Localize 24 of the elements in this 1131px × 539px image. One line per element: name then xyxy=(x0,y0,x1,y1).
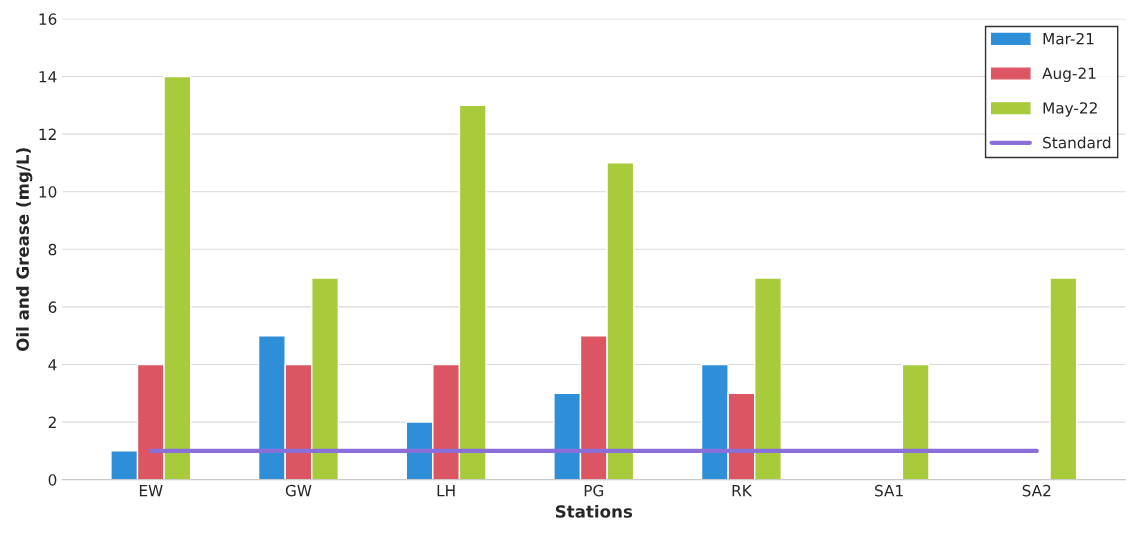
y-tick-label: 14 xyxy=(39,71,57,83)
x-tick-label: SA1 xyxy=(875,484,903,497)
y-tick-label: 8 xyxy=(48,243,57,256)
legend-label: Mar-21 xyxy=(1043,32,1094,45)
legend-label: Aug-21 xyxy=(1042,67,1096,83)
bar xyxy=(901,363,930,480)
bar xyxy=(1049,277,1078,480)
legend-label: Standard xyxy=(1043,136,1111,149)
y-tick-label: 12 xyxy=(39,128,56,140)
x-tick-label: PG xyxy=(584,484,604,497)
legend-label: May-22 xyxy=(1043,102,1097,117)
x-tick-label: SA2 xyxy=(1022,484,1051,497)
y-tick-label: 0 xyxy=(48,474,57,486)
y-tick-label: 16 xyxy=(39,13,57,25)
y-axis-title: Oil and Grease (mg/L) xyxy=(16,148,33,351)
y-tick-label: 6 xyxy=(48,301,57,313)
x-tick-label: LH xyxy=(437,485,455,497)
x-axis-title: Stations xyxy=(555,504,633,518)
y-tick-label: 10 xyxy=(39,186,57,198)
y-tick-label: 4 xyxy=(48,359,57,371)
x-tick-label: GW xyxy=(285,484,312,497)
x-tick-label: RK xyxy=(732,485,753,497)
y-tick-label: 2 xyxy=(48,416,56,428)
x-tick-label: EW xyxy=(139,485,163,497)
